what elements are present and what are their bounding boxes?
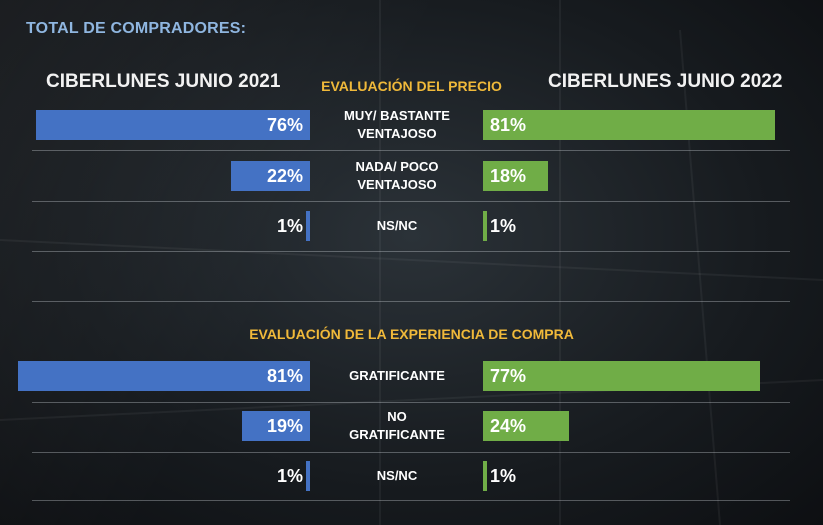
category-label: NS/NC <box>376 468 418 484</box>
bar-2021 <box>306 211 310 241</box>
bar-2022 <box>483 361 761 391</box>
category-label: NADA/ POCO VENTAJOSO <box>355 159 439 192</box>
data-label-2022: 1% <box>490 466 517 486</box>
row-separator <box>32 201 790 202</box>
category-label: NS/NC <box>376 218 418 234</box>
bar-2022 <box>483 411 570 441</box>
data-label-2021: 81% <box>266 366 303 386</box>
bar-2022 <box>483 110 775 140</box>
bar-2021 <box>230 161 310 191</box>
bar-2022 <box>483 211 487 241</box>
year-label-2022: CIBERLUNES JUNIO 2022 <box>548 71 783 92</box>
row-separator <box>32 402 790 403</box>
section-title-price: EVALUACIÓN DEL PRECIO <box>321 78 502 94</box>
data-label-2021: 1% <box>276 216 303 236</box>
bar-2022 <box>483 161 548 191</box>
category-label: GRATIFICANTE <box>349 368 445 384</box>
category-label: MUY/ BASTANTE VENTAJOSO <box>344 108 450 141</box>
section-title-experience: EVALUACIÓN DE LA EXPERIENCIA DE COMPRA <box>249 326 574 342</box>
row-separator <box>32 301 790 302</box>
bar-2021 <box>241 411 310 441</box>
data-label-2022: 18% <box>490 166 527 186</box>
bar-2021 <box>36 110 310 140</box>
data-label-2022: 24% <box>490 416 527 436</box>
data-label-2022: 81% <box>490 115 527 135</box>
bar-2022 <box>483 461 487 491</box>
bar-2021 <box>18 361 310 391</box>
row-separator <box>32 500 790 501</box>
data-label-2022: 1% <box>490 216 517 236</box>
page-title: TOTAL DE COMPRADORES: <box>26 20 247 37</box>
data-label-2021: 19% <box>266 416 303 436</box>
category-label: NO GRATIFICANTE <box>349 409 445 442</box>
data-label-2021: 76% <box>266 115 303 135</box>
data-label-2021: 1% <box>276 466 303 486</box>
row-separator <box>32 251 790 252</box>
row-separator <box>32 150 790 151</box>
row-separator <box>32 452 790 453</box>
data-label-2022: 77% <box>490 366 527 386</box>
year-label-2021: CIBERLUNES JUNIO 2021 <box>46 71 281 92</box>
data-label-2021: 22% <box>266 166 303 186</box>
bar-2021 <box>306 461 310 491</box>
